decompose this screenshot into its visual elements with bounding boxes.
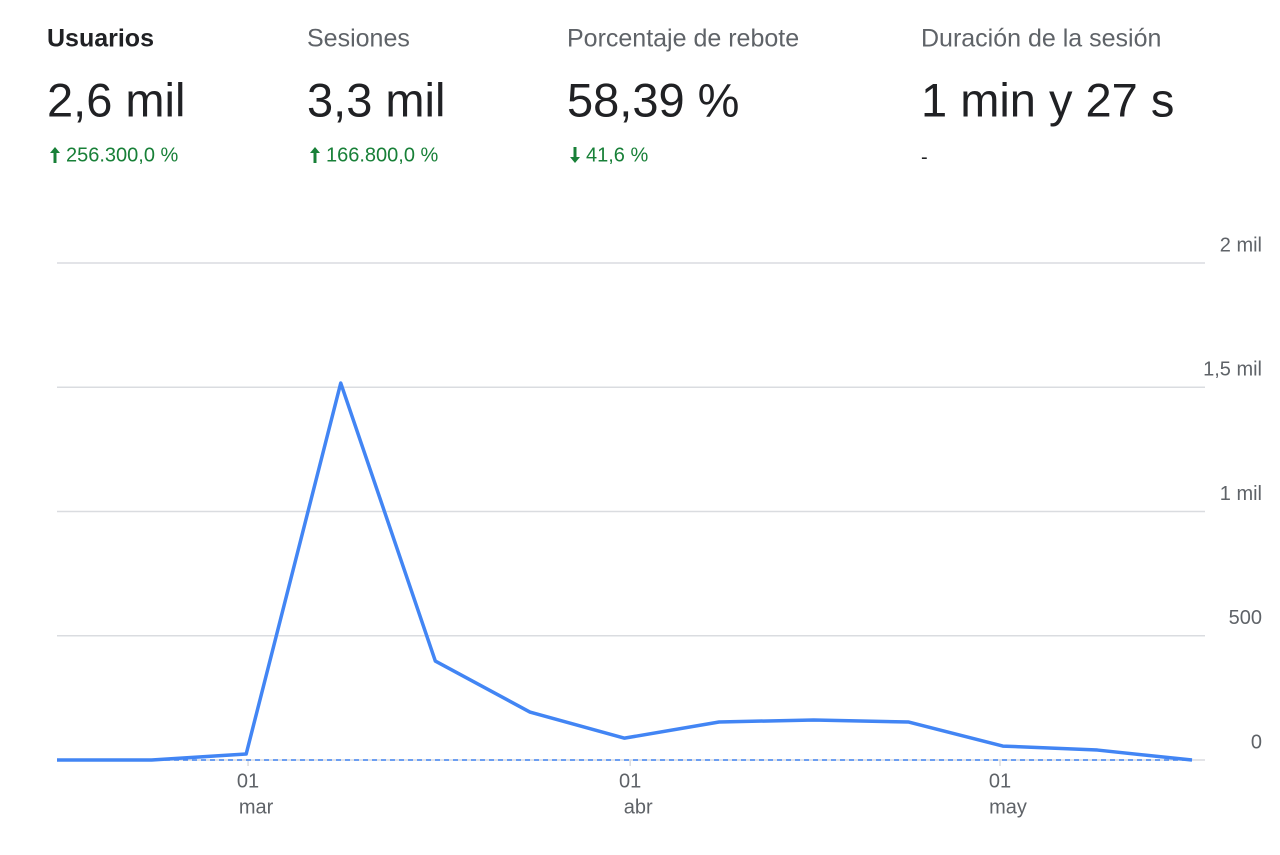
y-tick-label: 1 mil bbox=[1220, 483, 1262, 505]
metric-change: 166.800,0 % bbox=[326, 144, 439, 166]
arrow bbox=[310, 147, 320, 163]
arrow bbox=[570, 147, 580, 163]
x-tick-label: 01 bbox=[237, 770, 259, 792]
x-tick-label: may bbox=[989, 796, 1027, 818]
trend-arrow bbox=[310, 147, 320, 163]
trend-arrow bbox=[570, 147, 580, 163]
metric-value: 3,3 mil bbox=[307, 73, 445, 126]
metric-change: - bbox=[921, 146, 928, 168]
metric-change: 41,6 % bbox=[586, 144, 648, 166]
x-tick-label: abr bbox=[624, 796, 653, 818]
x-tick-label: 01 bbox=[989, 770, 1011, 792]
metric-change: 256.300,0 % bbox=[66, 144, 179, 166]
metric-label: Duración de la sesión bbox=[921, 25, 1161, 53]
y-tick-label: 1,5 mil bbox=[1203, 359, 1262, 381]
arrow bbox=[50, 147, 60, 163]
series-line bbox=[57, 381, 1193, 762]
metric-label: Sesiones bbox=[307, 25, 410, 53]
metric-label: Usuarios bbox=[47, 25, 154, 53]
trend-arrow bbox=[50, 147, 60, 163]
x-tick-label: 01 bbox=[619, 770, 641, 792]
y-tick-label: 2 mil bbox=[1220, 234, 1262, 256]
metric-value: 1 min y 27 s bbox=[921, 73, 1174, 126]
x-tick-label: mar bbox=[239, 796, 274, 818]
metric-value: 58,39 % bbox=[567, 73, 739, 126]
y-tick-label: 0 bbox=[1251, 731, 1262, 753]
metric-value: 2,6 mil bbox=[47, 73, 185, 126]
metric-label: Porcentaje de rebote bbox=[567, 25, 799, 53]
y-tick-label: 500 bbox=[1229, 607, 1262, 629]
